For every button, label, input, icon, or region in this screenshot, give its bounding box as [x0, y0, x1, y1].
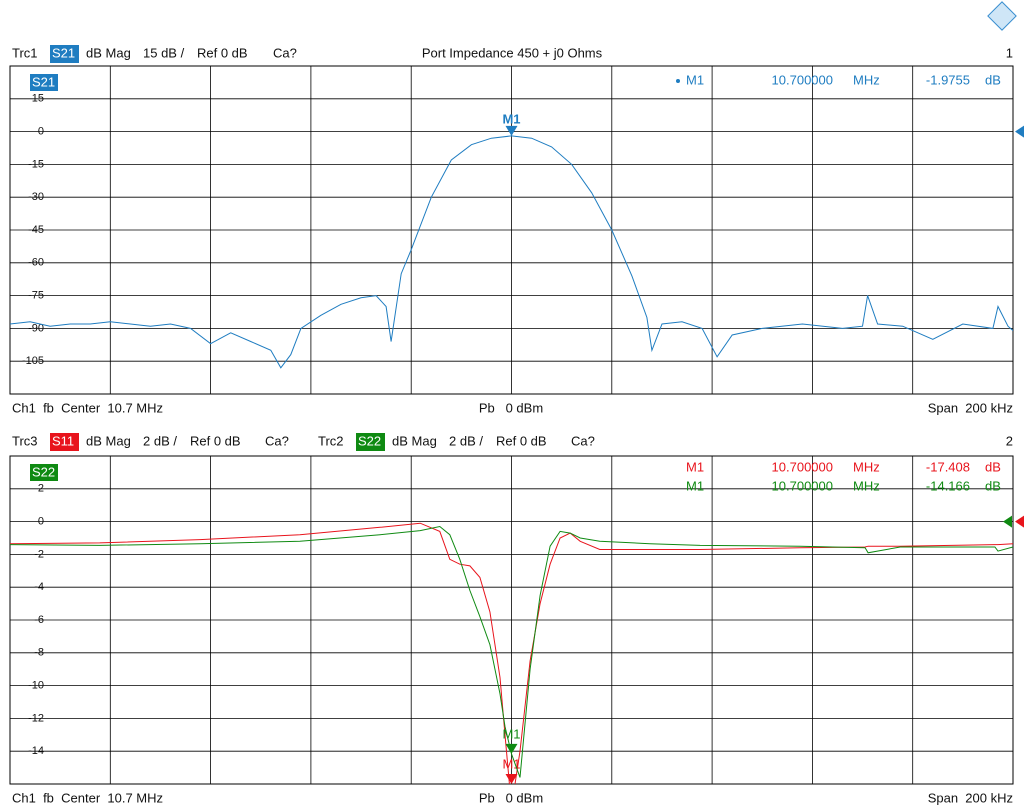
marker-label: M1 — [502, 111, 520, 126]
trace — [10, 525, 1013, 778]
chart-window: 2 0 -2 -4 -6 -8 -10 -12 -14 Trc3 S11 dB Mag 2 dB / Re… — [9, 433, 1024, 805]
marker — [505, 774, 518, 784]
y-tick-label: -8 — [34, 647, 44, 659]
y-tick-label: -12 — [28, 712, 44, 724]
cal: Ca? — [265, 433, 289, 448]
marker — [505, 125, 518, 136]
ref: Ref 0 dB — [197, 45, 248, 60]
chart-window: 15 0 -15 -30 -45 -60 -75 -90 -105 Trc1 S21 dB Mag 15… — [9, 45, 1024, 415]
footer-right: Span 200 kHz — [928, 400, 1013, 415]
param-badge — [50, 45, 79, 63]
port-info: Port Impedance 450 + j0 Ohms — [422, 45, 603, 60]
y-tick-label: -14 — [28, 745, 44, 757]
trace-name: Trc2 — [318, 433, 344, 448]
marker-row-x-unit: MHz — [853, 72, 880, 87]
marker-row-value: -17.408 — [926, 459, 970, 474]
param-name: S21 — [52, 45, 75, 60]
y-tick-label: -75 — [28, 290, 44, 302]
marker-row-value: -14.166 — [926, 478, 970, 493]
window-number: 2 — [1006, 433, 1013, 448]
footer-left: Ch1 fb Center 10.7 MHz — [12, 790, 163, 805]
format: dB Mag — [86, 433, 131, 448]
y-tick-label: -60 — [28, 257, 44, 269]
y-tick-label: -2 — [34, 548, 44, 560]
footer-left: Ch1 fb Center 10.7 MHz — [12, 400, 163, 415]
param-name: S11 — [52, 433, 74, 448]
y-tick-label: -6 — [34, 614, 44, 626]
trace-name: Trc3 — [12, 433, 38, 448]
trace — [10, 135, 1013, 369]
window-number: 1 — [1006, 45, 1013, 60]
param-badge — [356, 433, 385, 451]
marker-label: M1 — [502, 756, 520, 771]
y-tick-label: -45 — [28, 224, 44, 236]
footer-right: Span 200 kHz — [928, 790, 1013, 805]
y-tick-label: 15 — [32, 93, 44, 105]
active-badge — [30, 74, 58, 91]
marker-row-x: 10.700000 — [772, 459, 833, 474]
marker-row-value: -1.9755 — [926, 72, 970, 87]
marker-row-x: 10.700000 — [772, 478, 833, 493]
y-tick-label: 0 — [38, 516, 44, 528]
marker-row-unit: dB — [985, 478, 1001, 493]
scale: 2 dB / — [143, 433, 177, 448]
logo-diamond — [987, 1, 1017, 31]
footer-center: Pb 0 dBm — [479, 400, 543, 415]
y-tick-label: -10 — [28, 680, 44, 692]
marker-row-name: M1 — [686, 459, 704, 474]
active-badge — [30, 464, 58, 481]
param-badge — [50, 433, 79, 451]
ref-arrow — [1003, 515, 1012, 528]
marker-row-unit: dB — [985, 459, 1001, 474]
marker-row-x: 10.700000 — [772, 72, 833, 87]
y-tick-label: -105 — [22, 355, 44, 367]
y-tick-label: -4 — [34, 581, 44, 593]
y-tick-label: -90 — [28, 322, 44, 334]
active-trace: S22 — [32, 464, 55, 479]
logo — [987, 1, 1017, 31]
marker — [505, 743, 518, 754]
marker-row-x-unit: MHz — [853, 459, 880, 474]
ref: Ref 0 dB — [496, 433, 547, 448]
marker-label: M1 — [502, 726, 520, 741]
format: dB Mag — [86, 45, 131, 60]
y-tick-label: -30 — [28, 191, 44, 203]
marker-row-name: M1 — [686, 72, 704, 87]
scale: 2 dB / — [449, 433, 483, 448]
marker-row-x-unit: MHz — [853, 478, 880, 493]
ref-arrow — [1015, 125, 1024, 138]
ref: Ref 0 dB — [190, 433, 241, 448]
format: dB Mag — [392, 433, 437, 448]
footer-center: Pb 0 dBm — [479, 790, 543, 805]
cal: Ca? — [273, 45, 297, 60]
y-tick-label: 2 — [38, 483, 44, 495]
trace-name: Trc1 — [12, 45, 38, 60]
param-name: S22 — [358, 433, 381, 448]
marker-dot — [676, 79, 680, 83]
cal: Ca? — [571, 433, 595, 448]
y-tick-label: 0 — [38, 126, 44, 138]
y-tick-label: -15 — [28, 158, 44, 170]
marker-row-name: M1 — [686, 478, 704, 493]
active-trace: S21 — [32, 74, 55, 89]
marker-row-unit: dB — [985, 72, 1001, 87]
ref-arrow — [1015, 515, 1024, 528]
scale: 15 dB / — [143, 45, 185, 60]
